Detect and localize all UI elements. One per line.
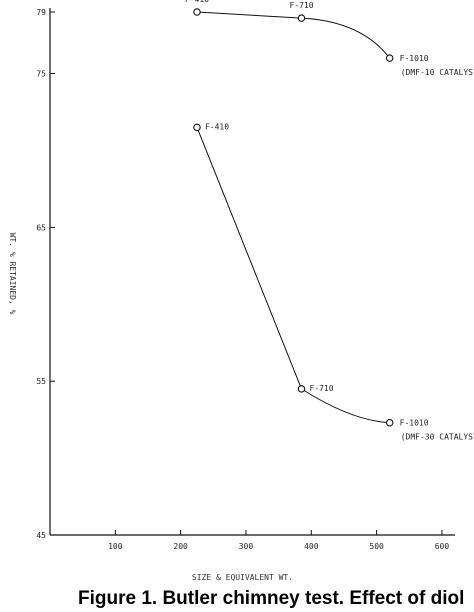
point-label: F-1010	[400, 419, 429, 428]
series-line	[196, 127, 390, 424]
data-point	[193, 8, 201, 16]
series-name-label: (DMF-30 CATALYST)	[401, 433, 474, 442]
x-tick-label: 500	[369, 542, 384, 551]
x-tick-label: 400	[304, 542, 319, 551]
x-tick-label: 100	[108, 542, 123, 551]
y-tick-label: 45	[36, 531, 46, 540]
data-point	[385, 54, 394, 62]
data-point	[297, 385, 306, 393]
y-tick-label: 65	[36, 223, 46, 232]
y-tick-label: 79	[36, 8, 46, 17]
ticks: 100 200 300 400 500 600 45 55 65 75 79	[36, 8, 449, 551]
series-name-label: (DMF-10 CATALYST)	[401, 68, 474, 77]
x-tick-label: 600	[435, 542, 450, 551]
series-2: F-410 F-710 F-1010 (DMF-30 CATALYST)	[193, 122, 474, 442]
series-line	[196, 11, 391, 59]
data-point	[385, 418, 394, 427]
y-tick-label: 55	[36, 377, 46, 386]
y-axis-title: WT. % RETAINED, %	[8, 233, 17, 315]
data-point	[297, 14, 306, 22]
x-axis-title: SIZE & EQUIVALENT WT.	[192, 573, 293, 582]
y-tick-label: 75	[36, 70, 46, 79]
point-label: F-1010	[400, 54, 429, 63]
point-label: F-710	[289, 1, 313, 10]
series-1: F-410 F-710 F-1010 (DMF-10 CATALYST)	[185, 0, 474, 77]
x-tick-label: 200	[173, 542, 188, 551]
chart-axes	[49, 8, 455, 536]
point-label: F-410	[205, 122, 229, 131]
x-tick-label: 300	[239, 542, 254, 551]
figure-caption: Figure 1. Butler chimney test. Effect of…	[78, 588, 465, 609]
point-label: F-710	[309, 384, 333, 393]
data-point	[193, 123, 201, 132]
point-label: F-410	[185, 0, 209, 4]
